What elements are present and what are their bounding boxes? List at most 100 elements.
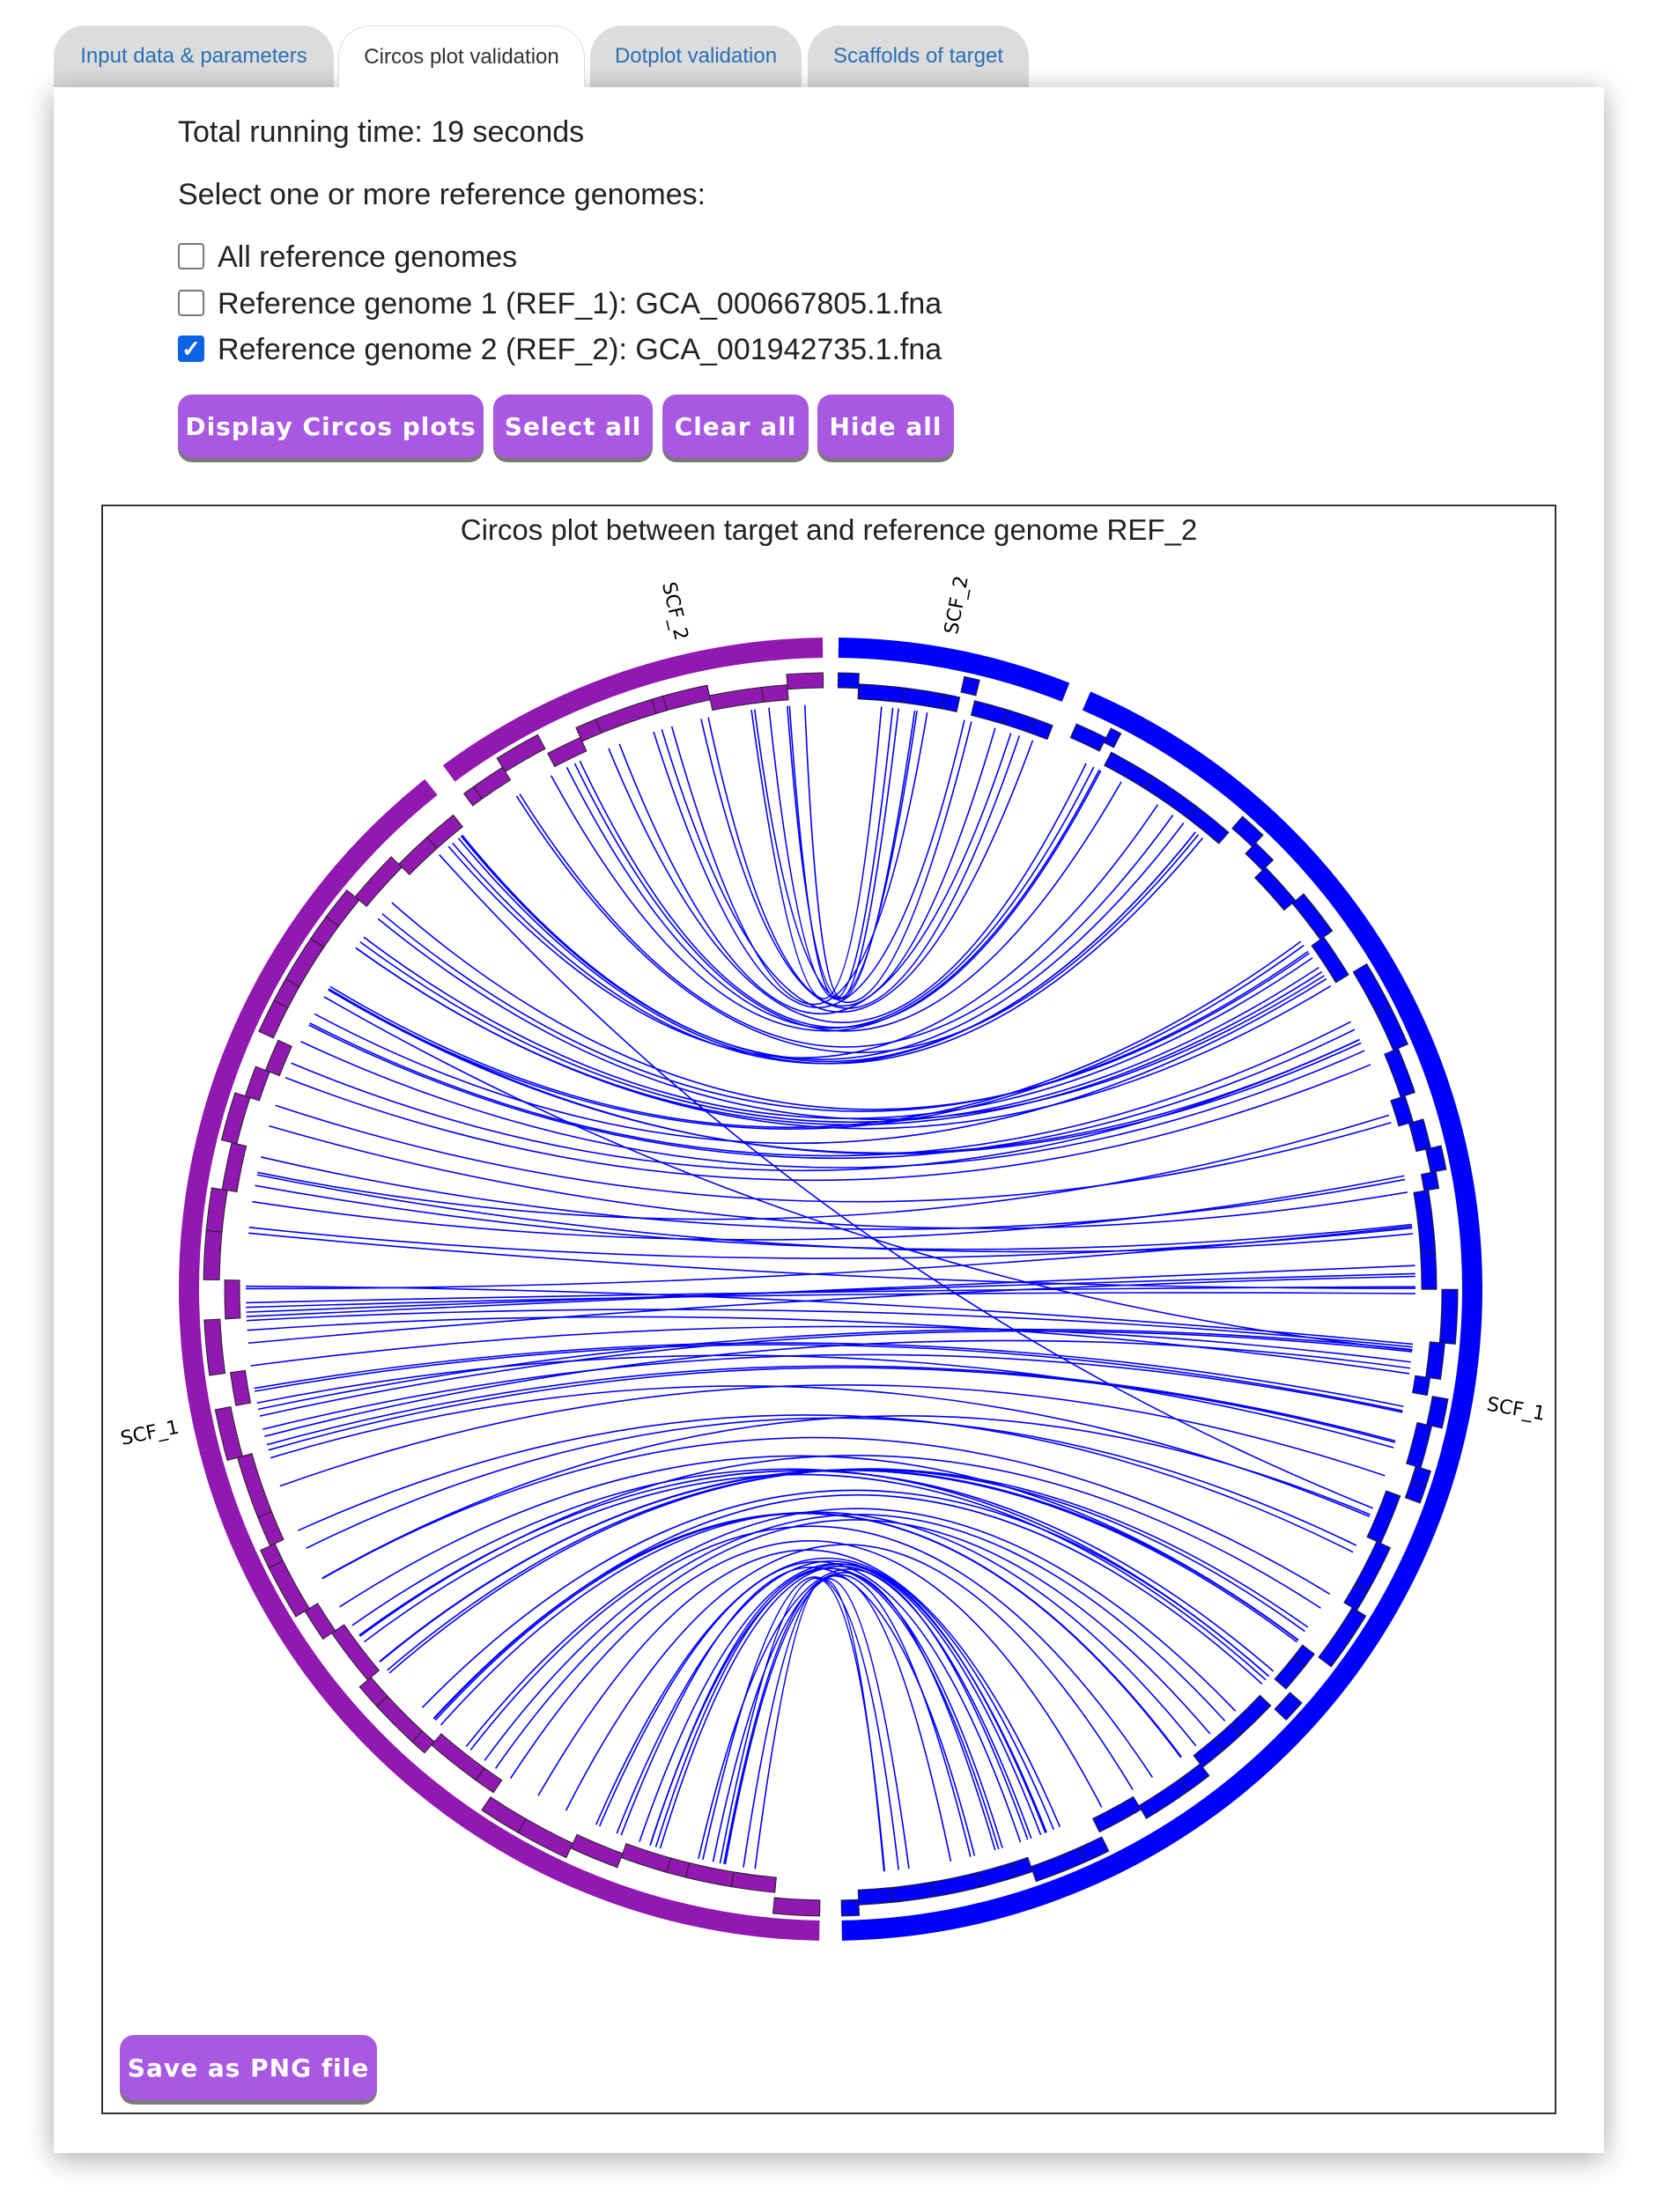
link-chord xyxy=(355,947,1332,1130)
link-chord xyxy=(363,936,1313,1119)
track-block xyxy=(1002,709,1034,734)
link-chord xyxy=(291,1038,1360,1172)
checkbox-ref-2[interactable]: ✓ xyxy=(178,335,204,362)
link-chord xyxy=(707,717,996,1007)
link-chord xyxy=(494,1519,1211,1769)
track-block xyxy=(221,1141,248,1193)
link-chord xyxy=(509,1540,1103,1808)
hide-all-button[interactable]: Hide all xyxy=(817,394,954,458)
link-chord xyxy=(275,1104,1392,1203)
link-chord xyxy=(285,1064,1371,1182)
tab-circos-plot[interactable]: Circos plot validation xyxy=(338,26,585,87)
link-chord xyxy=(670,712,928,1006)
link-chord xyxy=(391,902,1310,1110)
track-block xyxy=(620,1842,672,1873)
link-chord xyxy=(256,1174,1414,1253)
link-chord xyxy=(252,1175,1405,1241)
link-chord xyxy=(440,1511,1197,1747)
segment-label: SCF_1 xyxy=(119,1417,181,1450)
track-block xyxy=(496,734,546,773)
track-block xyxy=(1384,1047,1416,1098)
track-block xyxy=(1413,1189,1437,1253)
clear-all-button[interactable]: Clear all xyxy=(662,394,809,458)
track-block xyxy=(1291,893,1334,940)
track-block xyxy=(229,1369,252,1406)
tab-dotplot[interactable]: Dotplot validation xyxy=(590,26,802,87)
track-block xyxy=(1069,723,1107,752)
link-chord xyxy=(255,1184,1413,1250)
track-block xyxy=(205,1187,228,1233)
link-chord xyxy=(246,1272,1415,1313)
track-block xyxy=(481,1795,527,1833)
link-chord xyxy=(255,1344,1403,1412)
select-all-button[interactable]: Select all xyxy=(493,394,653,458)
track-block xyxy=(330,1624,381,1681)
track-block xyxy=(1274,1692,1303,1722)
track-block xyxy=(730,1871,777,1893)
track-block xyxy=(1420,1170,1440,1191)
checkbox-all-references[interactable] xyxy=(178,243,204,269)
link-chord xyxy=(379,1469,1299,1663)
track-block xyxy=(1426,1396,1449,1429)
track-block xyxy=(1028,718,1053,741)
track-block xyxy=(1408,1118,1432,1153)
link-chord xyxy=(421,1489,1270,1708)
checkbox-label: Reference genome 1 (REF_1): GCA_00066780… xyxy=(218,287,942,321)
link-chord xyxy=(616,1560,1047,1834)
circos-title: Circos plot between target and reference… xyxy=(460,513,1198,546)
link-chord xyxy=(653,719,965,1008)
link-chord xyxy=(447,804,1159,1059)
link-chord xyxy=(248,1275,1415,1345)
link-chord xyxy=(595,1557,1055,1831)
link-chord xyxy=(248,1227,1413,1259)
link-chord xyxy=(700,719,1021,1009)
link-chord xyxy=(250,1325,1411,1367)
link-chord xyxy=(723,1574,952,1865)
tab-scaffolds[interactable]: Scaffolds of target xyxy=(808,26,1029,87)
checkbox-ref-1[interactable] xyxy=(178,290,204,316)
display-circos-button[interactable]: Display Circos plots xyxy=(178,394,484,458)
link-chord xyxy=(469,1525,1153,1778)
track-block xyxy=(1103,727,1122,748)
track-block xyxy=(1311,936,1349,984)
track-block xyxy=(772,1897,821,1917)
circos-plot: SCF_1 SCF_2 SCF_2 SCF_1 xyxy=(119,574,1547,1941)
link-chord xyxy=(359,1454,1321,1637)
track-block xyxy=(547,736,588,768)
link-chord xyxy=(279,1383,1386,1487)
link-chord xyxy=(254,1342,1404,1408)
link-chord xyxy=(618,733,1012,1014)
tab-input-data[interactable]: Input data & parameters xyxy=(54,26,334,87)
link-chord xyxy=(328,988,1362,1155)
running-time: Total running time: 19 seconds xyxy=(178,115,585,149)
link-chord xyxy=(654,1567,1003,1848)
segment-label: SCF_2 xyxy=(941,574,973,636)
track-block xyxy=(931,1871,982,1898)
track-block xyxy=(426,814,463,850)
link-chord xyxy=(259,1330,1413,1417)
link-chord xyxy=(246,1285,1414,1346)
track-block xyxy=(203,1229,223,1281)
track-block xyxy=(1390,1095,1414,1127)
link-chord xyxy=(297,1414,1354,1553)
segment-label: SCF_1 xyxy=(1485,1394,1547,1426)
track-block xyxy=(264,1039,292,1077)
link-chord xyxy=(753,709,972,1004)
track-block xyxy=(902,687,946,710)
track-block xyxy=(684,1862,735,1888)
save-png-button[interactable]: Save as PNG file xyxy=(120,2035,377,2100)
segment-ring-scf_1 xyxy=(841,691,1482,1941)
segment-label: SCF_2 xyxy=(657,580,691,643)
checkbox-label: All reference genomes xyxy=(218,240,518,274)
track-block xyxy=(840,1899,861,1917)
track-block xyxy=(1253,866,1297,911)
link-chord xyxy=(787,705,916,999)
circos-plot-container: Circos plot between target and reference… xyxy=(101,505,1556,2114)
link-chord xyxy=(661,729,1034,1013)
track-block xyxy=(304,1603,336,1641)
track-block xyxy=(375,1695,424,1743)
link-chord xyxy=(712,1572,996,1862)
content-panel: Total running time: 19 seconds Select on… xyxy=(54,87,1604,2153)
link-chord xyxy=(328,945,1305,1130)
link-chord xyxy=(698,1568,1029,1860)
